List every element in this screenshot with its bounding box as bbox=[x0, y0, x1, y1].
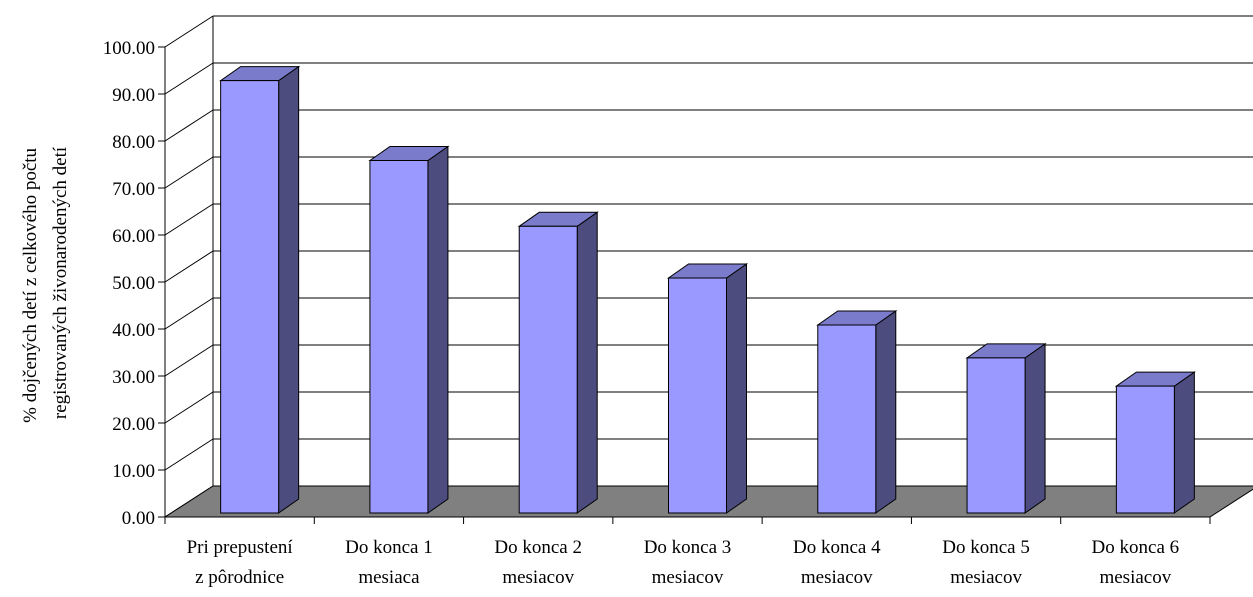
x-category-label-line: z pôrodnice bbox=[195, 567, 284, 588]
y-tick-label: 50.00 bbox=[112, 273, 155, 294]
y-tick-label: 30.00 bbox=[112, 367, 155, 388]
bar-front-face bbox=[668, 277, 727, 514]
gridline-connector bbox=[164, 438, 214, 471]
x-category-label: Pri prepustení z pôrodnice bbox=[187, 537, 294, 588]
gridline-connector bbox=[164, 156, 214, 189]
gridline-connector bbox=[164, 297, 214, 330]
bar-side-face bbox=[726, 263, 747, 514]
x-category-label-line: mesiaca bbox=[358, 567, 420, 588]
x-category-label-line: Do konca 6 bbox=[1092, 537, 1180, 558]
y-tick-label: 10.00 bbox=[112, 461, 155, 482]
bar bbox=[965, 342, 1047, 514]
y-tick-label: 70.00 bbox=[112, 179, 155, 200]
x-category-label: Do konca 5 mesiacov bbox=[942, 537, 1030, 588]
x-category-label-line: Do konca 2 bbox=[494, 537, 582, 558]
x-category-label-line: Do konca 5 bbox=[942, 537, 1030, 558]
bar-side-face bbox=[278, 65, 300, 514]
y-tick-label: 40.00 bbox=[112, 320, 155, 341]
x-category-label: Do konca 1 mesiaca bbox=[345, 537, 433, 588]
bar-front-face bbox=[1115, 385, 1175, 514]
y-tick-label: 60.00 bbox=[112, 226, 155, 247]
y-tick-label: 100.00 bbox=[103, 38, 155, 59]
x-category-label-line: Do konca 3 bbox=[644, 537, 732, 558]
y-axis-title-line-1: % dojčených detí z celkového počtu bbox=[20, 147, 41, 422]
bar-side-face bbox=[576, 211, 598, 514]
gridline-connector bbox=[164, 62, 214, 95]
bar-side-face bbox=[875, 310, 897, 514]
y-tick-label: 0.00 bbox=[122, 508, 155, 529]
bars bbox=[219, 65, 1196, 514]
x-category-label-line: Do konca 4 bbox=[793, 537, 881, 558]
y-tick-labels: 0.00 10.00 20.00 30.00 40.00 50.00 60.00 70.00 8… bbox=[103, 38, 155, 529]
y-axis-title-line-2: registrovaných živonarodených detí bbox=[50, 146, 71, 419]
y-tick-label: 20.00 bbox=[112, 414, 155, 435]
bar-side-face bbox=[1024, 342, 1046, 514]
gridline-connector bbox=[164, 109, 214, 142]
x-category-label: Do konca 2 mesiacov bbox=[494, 537, 582, 588]
y-tick-label: 90.00 bbox=[112, 85, 155, 106]
bar-front-face bbox=[966, 357, 1026, 514]
x-category-label-line: mesiacov bbox=[950, 567, 1022, 588]
bar bbox=[1114, 371, 1196, 514]
gridline-connector bbox=[164, 391, 214, 424]
x-category-labels: Pri prepustení z pôrodnice Do konca 1 mesia… bbox=[187, 537, 1180, 588]
gridline-connector bbox=[164, 344, 214, 377]
x-category-label: Do konca 3 mesiacov bbox=[644, 537, 732, 588]
x-category-label: Do konca 6 mesiacov bbox=[1092, 537, 1180, 588]
x-category-label: Do konca 4 mesiacov bbox=[793, 537, 881, 588]
bar-front-face bbox=[817, 324, 877, 514]
x-category-label-line: Pri prepustení bbox=[187, 537, 294, 558]
bar-side-face bbox=[427, 145, 449, 514]
bar bbox=[219, 65, 301, 514]
bar bbox=[368, 145, 450, 514]
bar bbox=[666, 263, 749, 514]
bar-front-face bbox=[369, 160, 429, 514]
y-tick-label: 80.00 bbox=[112, 132, 155, 153]
y-axis-title: % dojčených detí z celkového počtu regis… bbox=[20, 143, 71, 423]
x-category-label-line: mesiacov bbox=[801, 567, 873, 588]
bar bbox=[517, 211, 599, 514]
x-category-label-line: mesiacov bbox=[652, 567, 724, 588]
x-category-label-line: Do konca 1 bbox=[345, 537, 433, 558]
x-category-label-line: mesiacov bbox=[502, 567, 574, 588]
gridline-connector bbox=[164, 203, 214, 236]
x-category-label-line: mesiacov bbox=[1099, 567, 1171, 588]
gridline-connector bbox=[164, 15, 214, 48]
bar-front-face bbox=[518, 225, 578, 514]
gridline-connector bbox=[164, 250, 214, 283]
bar-side-face bbox=[1173, 371, 1195, 514]
axes bbox=[158, 15, 1253, 524]
bar bbox=[816, 310, 898, 514]
bar-front-face bbox=[220, 80, 280, 514]
